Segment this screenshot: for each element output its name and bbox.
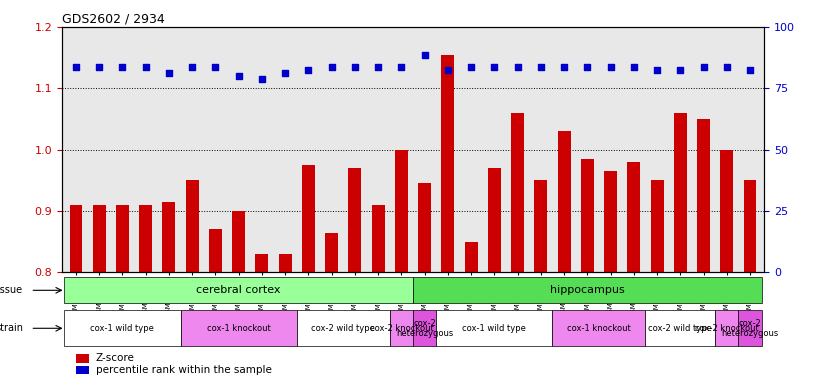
Text: strain: strain (0, 323, 23, 333)
Bar (64, 310, 181, 346)
Text: cox-2
heterozygous: cox-2 heterozygous (721, 319, 779, 338)
Point (69, 64, 83, 70)
Point (558, 64, 571, 70)
Bar (116, 205, 129, 272)
Bar (441, 55, 454, 272)
Bar (181, 310, 297, 346)
Bar (558, 131, 571, 272)
Bar (302, 165, 315, 272)
Point (581, 64, 594, 70)
Point (325, 64, 338, 70)
Bar (628, 162, 640, 272)
Point (232, 73, 245, 79)
Bar (349, 168, 361, 272)
Bar (372, 205, 385, 272)
Point (651, 67, 664, 73)
Bar (697, 119, 710, 272)
Point (116, 64, 129, 70)
Point (441, 67, 454, 73)
Bar (715, 310, 738, 346)
Bar (413, 310, 436, 346)
Point (418, 51, 431, 58)
Text: tissue: tissue (0, 285, 23, 295)
Point (674, 67, 687, 73)
Bar (255, 254, 268, 272)
Point (511, 64, 525, 70)
Bar (645, 310, 715, 346)
Bar (413, 277, 762, 303)
Point (162, 70, 175, 76)
Bar (232, 211, 245, 272)
Bar (325, 232, 338, 272)
Point (139, 64, 152, 70)
Bar (604, 171, 617, 272)
Text: Z-score: Z-score (96, 353, 135, 363)
Bar (395, 150, 408, 272)
Point (534, 64, 548, 70)
Bar (581, 159, 594, 272)
Text: cox-2 wild type: cox-2 wild type (648, 324, 712, 333)
Point (697, 64, 710, 70)
Point (349, 64, 362, 70)
Text: cox-2 knockout: cox-2 knockout (369, 324, 434, 333)
Point (93, 64, 106, 70)
Bar (743, 180, 757, 272)
Bar (297, 310, 390, 346)
Bar (436, 310, 553, 346)
Bar (209, 229, 222, 272)
Text: cox-1 wild type: cox-1 wild type (463, 324, 526, 333)
Bar (418, 184, 431, 272)
Text: cox-2 knockout: cox-2 knockout (695, 324, 759, 333)
Text: cox-1 knockout: cox-1 knockout (567, 324, 631, 333)
Text: cerebral cortex: cerebral cortex (197, 285, 281, 295)
Bar (674, 113, 686, 272)
Bar (534, 180, 548, 272)
Bar (651, 180, 663, 272)
Bar (720, 150, 733, 272)
Text: hippocampus: hippocampus (550, 285, 624, 295)
Text: cox-2 wild type: cox-2 wild type (311, 324, 375, 333)
Point (720, 64, 733, 70)
Point (301, 67, 315, 73)
Point (743, 67, 757, 73)
Text: cox-1 wild type: cox-1 wild type (91, 324, 154, 333)
Bar (186, 180, 198, 272)
Bar (76, 366, 88, 374)
Point (186, 64, 199, 70)
Bar (488, 168, 501, 272)
Point (395, 64, 408, 70)
Point (255, 76, 268, 82)
Text: cox-1 knockout: cox-1 knockout (206, 324, 270, 333)
Text: GDS2602 / 2934: GDS2602 / 2934 (62, 13, 164, 26)
Bar (64, 277, 413, 303)
Text: cox-2
heterozygous: cox-2 heterozygous (396, 319, 453, 338)
Bar (163, 202, 175, 272)
Bar (738, 310, 762, 346)
Text: percentile rank within the sample: percentile rank within the sample (96, 365, 272, 375)
Point (464, 64, 477, 70)
Point (604, 64, 617, 70)
Bar (553, 310, 645, 346)
Bar (76, 354, 88, 363)
Bar (93, 205, 106, 272)
Bar (511, 113, 524, 272)
Point (372, 64, 385, 70)
Point (627, 64, 640, 70)
Bar (140, 205, 152, 272)
Bar (278, 254, 292, 272)
Point (209, 64, 222, 70)
Bar (465, 242, 477, 272)
Bar (69, 205, 83, 272)
Point (488, 64, 501, 70)
Point (278, 70, 292, 76)
Bar (390, 310, 413, 346)
